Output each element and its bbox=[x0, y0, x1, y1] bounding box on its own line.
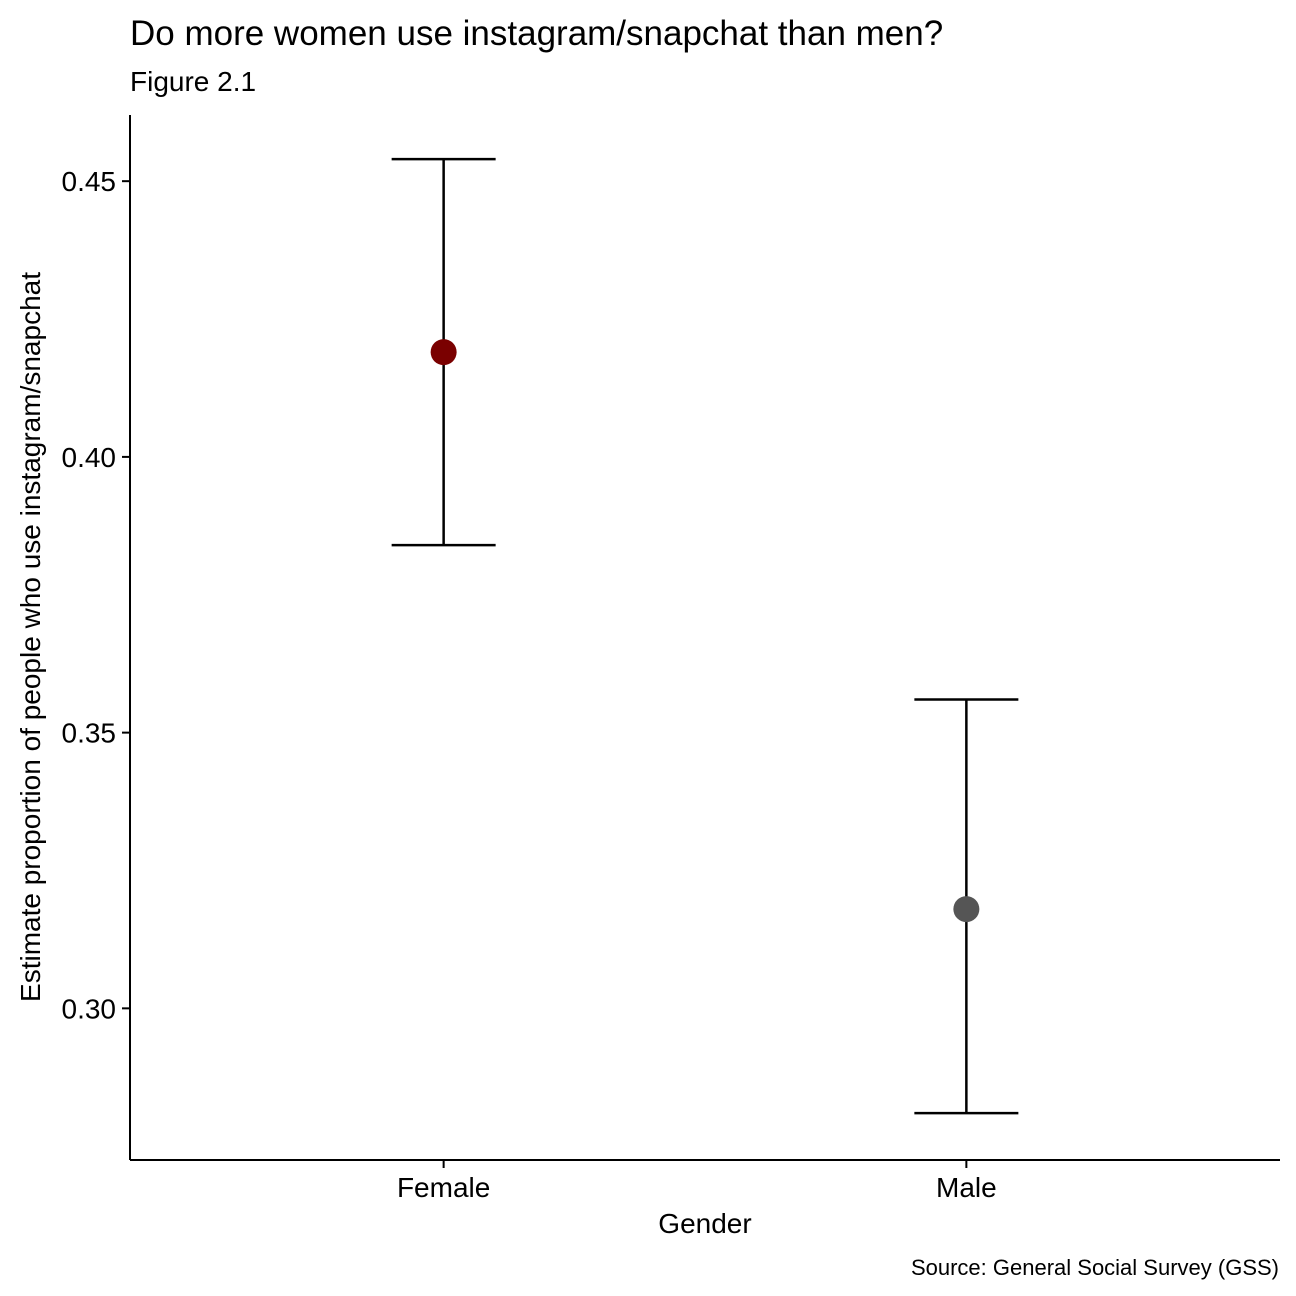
y-tick-label: 0.45 bbox=[62, 166, 117, 197]
x-axis-ticks: Female Male bbox=[397, 1160, 997, 1203]
x-tick-label: Male bbox=[936, 1172, 997, 1203]
error-bar-group-male bbox=[914, 698, 1019, 1115]
y-axis-ticks: 0.30 0.35 0.40 0.45 bbox=[62, 166, 130, 1024]
y-tick-label: 0.40 bbox=[62, 442, 117, 473]
y-tick-label: 0.35 bbox=[62, 718, 117, 749]
data-point-female bbox=[430, 339, 457, 366]
data-point-male bbox=[953, 896, 980, 923]
chart-caption: Source: General Social Survey (GSS) bbox=[911, 1255, 1279, 1280]
error-bar-group-female bbox=[391, 157, 496, 547]
x-tick-label: Female bbox=[397, 1172, 490, 1203]
y-axis-title: Estimate proportion of people who use in… bbox=[15, 272, 46, 1002]
plot-area bbox=[391, 157, 1019, 1115]
chart-subtitle: Figure 2.1 bbox=[130, 66, 256, 97]
y-tick-label: 0.30 bbox=[62, 993, 117, 1024]
x-axis-title: Gender bbox=[658, 1208, 751, 1239]
chart-title: Do more women use instagram/snapchat tha… bbox=[130, 14, 943, 53]
